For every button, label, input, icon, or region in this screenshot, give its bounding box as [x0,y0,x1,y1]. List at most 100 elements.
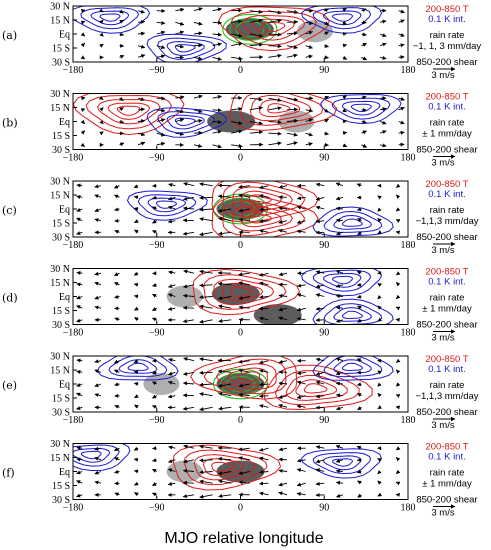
shear-vector [395,405,401,410]
shear-vector [199,182,213,187]
shear-vector [296,316,306,321]
shear-vector [268,18,282,23]
shear-vector [138,31,146,36]
x-tick-label: 0 [238,240,243,251]
shear-vector [259,185,269,190]
shear-vector [151,317,157,322]
shear-vector [342,20,347,25]
shear-vector [335,182,344,187]
shear-vector [335,270,344,274]
shear-vector [152,293,157,298]
shear-vector [182,468,195,473]
shear-vector [377,218,382,223]
panel-d: 30 N 15 N Eq 15 S 30 S−180 −90 0 90 180 (d) 200-85… [2,264,478,344]
y-tick-label: 30 N [50,89,70,100]
shear-vector [119,96,124,101]
shear-vector [377,305,382,310]
shear-vector [212,56,222,61]
shear-vector [296,205,306,210]
shear-vector [396,446,401,451]
shear-vector [287,19,299,25]
shear-vector [183,269,195,274]
legend-shear: 850-200 shear [416,495,477,506]
shear-vector [167,219,176,224]
y-tick-label: 15 N [50,16,70,27]
cold-temp-contour [99,13,121,22]
x-axis-title: MJO relative longitude [164,530,323,547]
panel-b: 30 N 15 N Eq 15 S 30 S−180 −90 0 90 180 (b) 200-85… [2,89,478,169]
shear-vector [212,7,222,12]
shear-vector [249,33,264,38]
x-tick-label: −180 [63,503,84,514]
shear-vector [305,30,314,35]
rain-rate-area [253,304,302,325]
shear-vector [238,217,250,222]
warm-temp-contour [203,274,287,311]
shear-vector [259,316,269,321]
shear-vector [238,193,250,198]
shear-vector [377,195,382,200]
shear-vector [193,43,203,48]
shear-vector [156,132,166,137]
shear-vector [199,217,213,222]
warm-temp-contour [236,371,261,382]
shear-vector [324,108,329,113]
shear-vector [395,382,401,387]
shear-vector [377,230,382,235]
shear-vector [133,294,139,299]
shear-vector [278,272,288,277]
shear-vector [114,404,120,409]
warm-temp-contour [107,102,151,120]
y-tick-label: 15 S [52,394,70,405]
shear-vector [114,492,120,497]
shear-vector [324,43,329,48]
shear-vector [335,469,343,474]
shear-vector [138,97,145,102]
shear-vector [167,380,176,385]
legend-rain-levels: ± 1 mm/day [422,479,472,490]
shear-vector [156,118,166,123]
shear-vector [199,370,213,375]
shear-vector [80,119,86,125]
shear-vector [315,205,325,210]
cold-temp-contour [333,307,372,322]
shear-vector [168,357,176,362]
shear-vector [398,9,405,14]
shear-vector [152,195,157,200]
x-tick-label: 90 [319,65,329,76]
shear-vector [217,471,232,476]
shear-vector [278,228,288,233]
y-tick-label: 30 S [52,408,70,419]
x-tick-label: 90 [319,503,329,514]
cold-temp-contour [73,444,120,467]
shear-vector [114,382,120,387]
shear-vector [361,8,367,13]
warm-temp-contour [193,454,256,481]
shear-vector [152,468,157,473]
shear-vector [379,143,387,148]
shear-vector [134,316,139,322]
shear-vector [238,296,250,301]
legend-scale: 3 m/s [431,245,454,256]
shear-vector [259,207,269,212]
shear-vector [268,141,282,146]
shear-vector [361,143,368,148]
shear-vector [315,459,325,464]
warm-temp-contour [232,204,293,232]
shear-vector [182,480,194,485]
shear-vector [395,194,401,199]
cold-temp-contour [312,356,394,381]
cold-temp-contour [322,272,362,288]
shear-vector [168,270,176,275]
x-tick-label: −180 [63,415,84,426]
shear-vector [152,283,157,287]
shear-vector [138,9,145,14]
shear-vector [134,394,139,399]
shear-vector [76,183,83,188]
shear-vector [133,206,139,211]
shear-vector [377,492,382,497]
shear-vector [182,305,194,310]
shear-vector [395,318,401,323]
shear-vector [342,95,347,100]
shear-vector [152,219,157,224]
